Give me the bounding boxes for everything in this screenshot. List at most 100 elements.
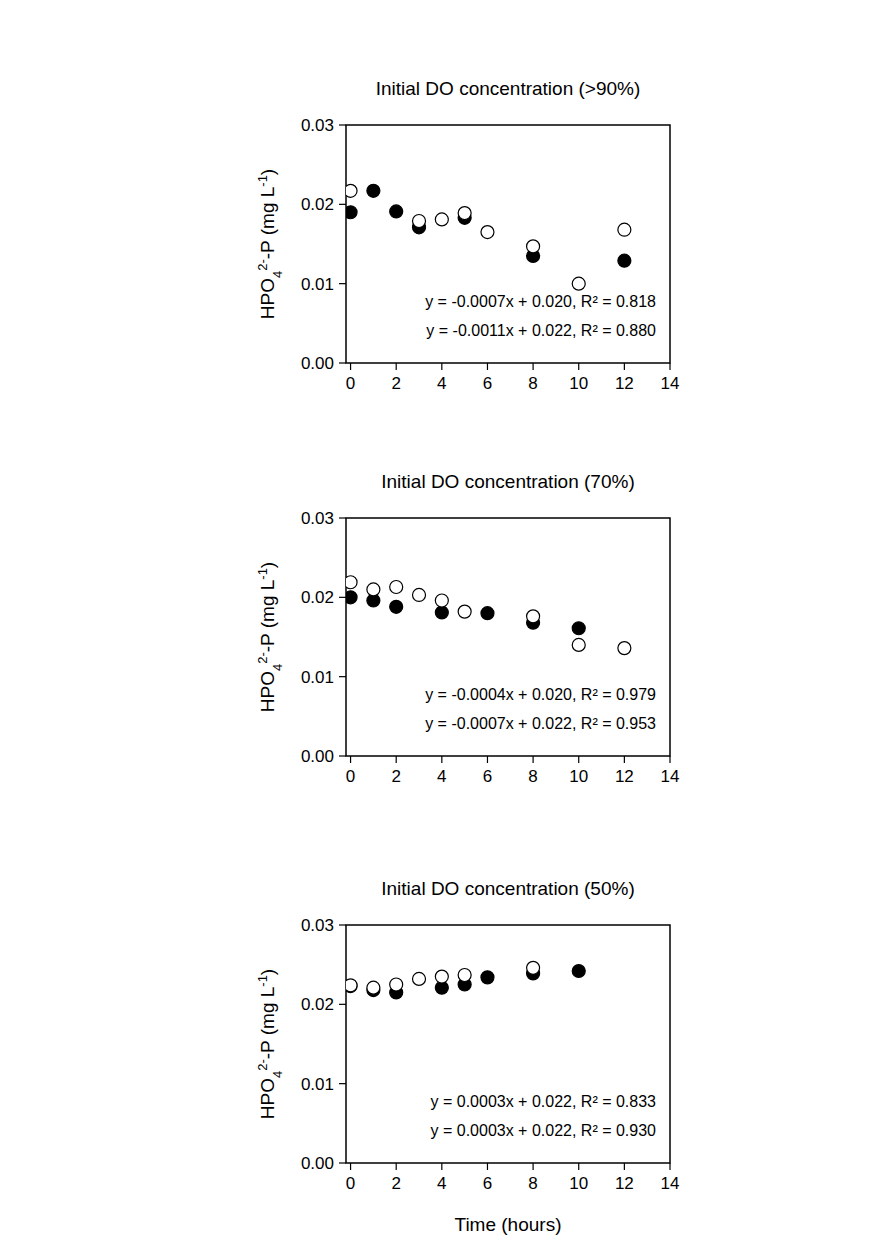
y-tick-label: 0.03 (301, 509, 334, 528)
equation: y = -0.0004x + 0.020, R² = 0.979 (425, 686, 656, 703)
equation: y = -0.0007x + 0.022, R² = 0.953 (425, 715, 656, 732)
open-point (435, 213, 448, 226)
filled-point (481, 971, 494, 984)
x-tick (624, 1163, 625, 1170)
x-tick (578, 1163, 579, 1170)
y-axis-label-part: 4 (270, 271, 285, 278)
open-point (458, 207, 471, 220)
x-tick-label: 4 (437, 767, 446, 786)
y-axis-label-part: ) (257, 562, 278, 568)
y-axis-label-part: -1 (255, 568, 270, 580)
open-point (413, 972, 426, 985)
y-axis-label-part: 4 (270, 1071, 285, 1078)
y-axis-label-part: ) (257, 169, 278, 175)
y-tick-label: 0.03 (301, 916, 334, 935)
y-tick-label: 0.00 (301, 354, 334, 373)
x-tick-label: 12 (615, 767, 634, 786)
open-point (390, 581, 403, 594)
x-tick (350, 363, 351, 370)
y-tick-label: 0.02 (301, 995, 334, 1014)
x-tick (578, 756, 579, 763)
x-tick (487, 756, 488, 763)
x-tick (624, 363, 625, 370)
x-tick-label: 6 (483, 374, 492, 393)
y-tick-label: 0.00 (301, 747, 334, 766)
y-tick (339, 362, 346, 363)
x-tick (441, 363, 442, 370)
y-tick (339, 283, 346, 284)
y-tick-label: 0.03 (301, 116, 334, 135)
x-tick-label: 14 (661, 374, 680, 393)
x-tick-label: 6 (483, 1174, 492, 1193)
open-point (435, 970, 448, 983)
x-tick (578, 363, 579, 370)
y-tick (339, 517, 346, 518)
filled-point (346, 980, 357, 993)
plot-frame (346, 518, 670, 756)
x-tick-label: 8 (528, 767, 537, 786)
data-points (346, 184, 631, 290)
x-tick-label: 0 (346, 767, 355, 786)
x-tick (487, 363, 488, 370)
y-axis-label-part: 4 (270, 664, 285, 671)
y-tick-label: 0.02 (301, 588, 334, 607)
filled-point (572, 965, 585, 978)
plot-frame (346, 925, 670, 1163)
x-tick (441, 756, 442, 763)
x-tick-label: 8 (528, 374, 537, 393)
y-tick-label: 0.02 (301, 195, 334, 214)
equation: y = -0.0011x + 0.022, R² = 0.880 (426, 322, 656, 339)
y-tick (339, 124, 346, 125)
x-tick (532, 1163, 533, 1170)
x-tick-label: 2 (391, 767, 400, 786)
title: Initial DO concentration (50%) (381, 878, 634, 899)
x-tick-label: 4 (437, 374, 446, 393)
y-axis-label-part: HPO (257, 671, 278, 712)
open-point (572, 277, 585, 290)
y-axis-label-part: -1 (255, 975, 270, 987)
x-tick (350, 756, 351, 763)
title: Initial DO concentration (70%) (381, 471, 634, 492)
filled-point (367, 184, 380, 197)
y-axis-label: HPO42--P (mg L-1) (255, 969, 285, 1119)
open-point (527, 610, 540, 623)
y-tick-label: 0.01 (301, 668, 334, 687)
y-tick (339, 204, 346, 205)
x-tick (532, 756, 533, 763)
chart: Initial DO concentration (50%)0246810121… (255, 878, 680, 1235)
open-point (435, 594, 448, 607)
x-tick-label: 10 (569, 374, 588, 393)
equation: y = 0.0003x + 0.022, R² = 0.833 (431, 1093, 657, 1110)
figure: Initial DO concentration (>90%)024681012… (0, 0, 887, 1255)
equation: y = -0.0007x + 0.020, R² = 0.818 (425, 293, 656, 310)
x-tick (669, 1163, 670, 1170)
y-tick (339, 1162, 346, 1163)
open-point (346, 184, 357, 197)
open-point (527, 240, 540, 253)
y-tick (339, 1083, 346, 1084)
x-tick (669, 756, 670, 763)
filled-point (390, 600, 403, 613)
x-tick (532, 363, 533, 370)
y-tick-label: 0.01 (301, 275, 334, 294)
y-axis-label-part: 2- (255, 1059, 270, 1071)
data-points (346, 961, 585, 999)
x-tick-label: 2 (391, 1174, 400, 1193)
open-point (527, 961, 540, 974)
open-point (346, 576, 357, 589)
open-point (618, 642, 631, 655)
y-tick-label: 0.01 (301, 1075, 334, 1094)
y-axis-label-part: -P (mg L (257, 987, 278, 1060)
x-tick-label: 0 (346, 1174, 355, 1193)
background (0, 0, 887, 1255)
x-tick (441, 1163, 442, 1170)
filled-point (346, 206, 357, 219)
y-axis-label-part: HPO (257, 1078, 278, 1119)
x-tick-label: 12 (615, 1174, 634, 1193)
x-tick (487, 1163, 488, 1170)
x-tick (396, 1163, 397, 1170)
x-tick (624, 756, 625, 763)
x-tick-label: 14 (661, 767, 680, 786)
filled-point (390, 205, 403, 218)
x-tick-label: 12 (615, 374, 634, 393)
